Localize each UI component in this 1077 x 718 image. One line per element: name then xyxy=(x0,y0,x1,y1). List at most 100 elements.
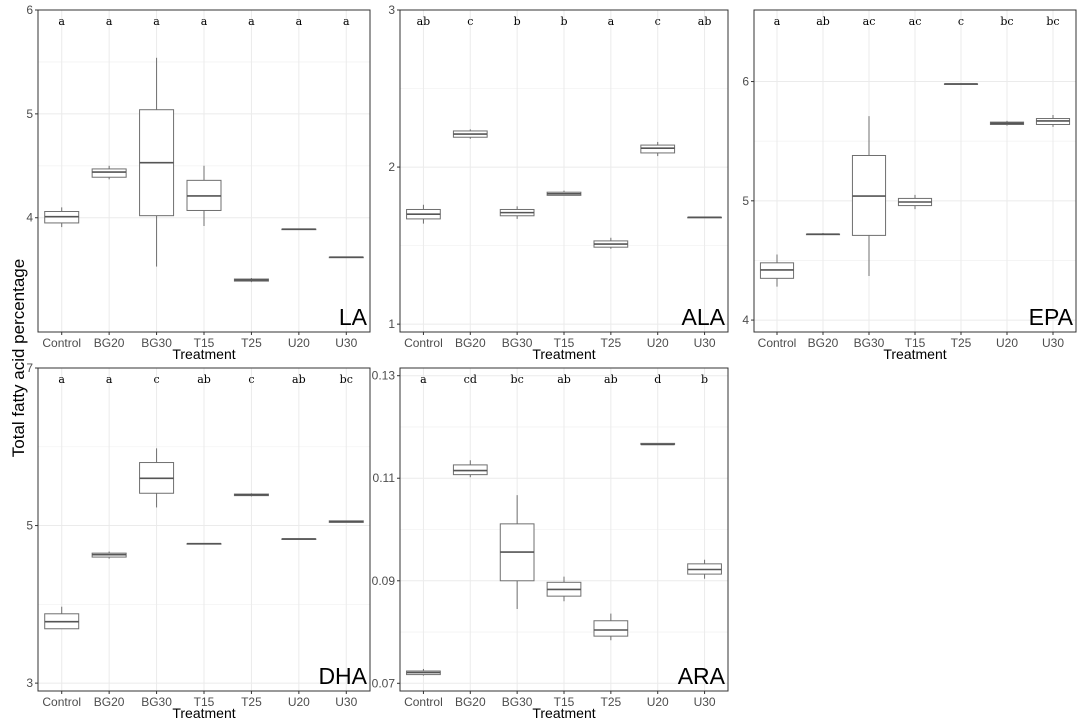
y-tick-label: 2 xyxy=(388,160,395,174)
significance-letter: a xyxy=(343,15,350,28)
panel-ara: a cd bc ab ab d b ARA 0.07 0.09 0.11 0.13 Control BG2… xyxy=(372,367,729,718)
x-axis-title: Treatment xyxy=(172,346,235,362)
boxplot-t15 xyxy=(186,165,222,227)
box-iqr xyxy=(593,620,629,637)
x-tick-label: U20 xyxy=(996,336,1018,350)
y-tick-label: 1 xyxy=(388,317,395,331)
y-tick-label: 4 xyxy=(742,313,749,327)
x-tick-label: T25 xyxy=(951,336,972,350)
boxplot-bg30 xyxy=(139,448,175,508)
panel-label: DHA xyxy=(318,663,367,689)
boxplot-u20 xyxy=(989,120,1025,126)
x-axis-title: Treatment xyxy=(532,346,595,362)
box-iqr xyxy=(91,168,127,178)
x-tick-label: Control xyxy=(42,336,81,350)
significance-letter: a xyxy=(296,15,303,28)
significance-letter: c xyxy=(958,15,964,28)
y-tick-label: 5 xyxy=(742,194,749,208)
x-tick-label: U30 xyxy=(335,336,357,350)
significance-letter: ab xyxy=(604,373,618,386)
significance-letter: a xyxy=(774,15,781,28)
boxplot-control xyxy=(44,606,80,630)
x-tick-label: T25 xyxy=(601,695,622,709)
x-tick-label: BG30 xyxy=(854,336,885,350)
boxplot-bg30 xyxy=(499,495,535,609)
boxplot-u20 xyxy=(640,141,676,157)
boxplot-control xyxy=(406,668,441,676)
boxplot-u30 xyxy=(687,216,722,219)
significance-letter: cd xyxy=(464,373,477,386)
panel-epa: a ab ac ac c bc bc EPA 4 5 6 Control BG20 BG30 T15 T25 U… xyxy=(742,9,1077,362)
boxplot-t15 xyxy=(546,576,582,602)
significance-letter: c xyxy=(467,15,473,28)
significance-letter: ab xyxy=(197,373,211,386)
significance-letter: bc xyxy=(1046,15,1059,28)
y-tick-label: 6 xyxy=(26,3,33,17)
significance-letter: b xyxy=(701,373,708,386)
x-tick-label: U30 xyxy=(335,695,357,709)
y-axis-title: Total fatty acid percentage xyxy=(9,259,28,457)
panel-label: EPA xyxy=(1029,304,1074,330)
x-tick-label: T15 xyxy=(554,695,575,709)
boxplot-bg30 xyxy=(139,57,175,267)
x-tick-label: BG20 xyxy=(455,336,486,350)
significance-letter: a xyxy=(153,15,160,28)
x-tick-label: BG20 xyxy=(455,695,486,709)
x-tick-label: T25 xyxy=(241,336,262,350)
significance-letter: a xyxy=(248,15,255,28)
panel-label: ALA xyxy=(682,304,726,330)
boxplot-t25 xyxy=(593,237,629,249)
x-tick-label: U30 xyxy=(1042,336,1064,350)
panel-label: ARA xyxy=(678,663,726,689)
significance-letter: b xyxy=(514,15,521,28)
significance-letter: ac xyxy=(909,15,922,28)
significance-letter: b xyxy=(560,15,567,28)
x-tick-label: U20 xyxy=(288,336,310,350)
boxplot-u20 xyxy=(640,442,676,446)
boxplot-u30 xyxy=(328,520,364,523)
y-tick-label: 0.11 xyxy=(373,471,396,485)
panel-ala: ab c b b a c ab ALA 1 2 3 Control BG20 BG30 T15 T25 U20 U… xyxy=(388,3,729,362)
y-tick-label: 0.09 xyxy=(372,574,396,588)
boxplot-t25 xyxy=(943,83,979,85)
boxplot-bg30 xyxy=(499,206,535,219)
x-tick-label: U20 xyxy=(647,695,669,709)
significance-letter: a xyxy=(106,15,113,28)
x-tick-label: T15 xyxy=(554,336,575,350)
y-tick-label: 0.13 xyxy=(372,369,396,383)
significance-letter: ab xyxy=(417,15,431,28)
boxplot-bg20 xyxy=(452,129,488,139)
significance-letter: bc xyxy=(340,373,353,386)
x-tick-label: Control xyxy=(404,336,443,350)
panel-label: LA xyxy=(339,304,368,330)
panel-la: a a a a a a a LA 4 5 6 Control BG20 BG30 T15 T25 U20 U30 T… xyxy=(26,3,371,362)
boxplot-u30 xyxy=(687,559,722,579)
significance-letter: bc xyxy=(1000,15,1013,28)
boxplot-t15 xyxy=(186,542,222,545)
panel-dha: a a c ab c ab bc DHA 3 5 7 Control BG20 BG30 T15 T25 U20… xyxy=(26,361,371,718)
boxplot-t15 xyxy=(897,194,933,210)
boxplot-bg30 xyxy=(851,116,887,276)
x-axis-title: Treatment xyxy=(172,705,235,718)
y-tick-label: 3 xyxy=(26,676,33,690)
significance-letter: a xyxy=(608,15,615,28)
x-tick-label: T15 xyxy=(194,695,215,709)
y-tick-label: 4 xyxy=(26,211,33,225)
x-tick-label: BG20 xyxy=(808,336,839,350)
y-tick-label: 5 xyxy=(26,519,33,533)
x-tick-label: Control xyxy=(42,695,81,709)
significance-letter: c xyxy=(655,15,661,28)
x-tick-label: BG20 xyxy=(94,695,125,709)
x-tick-label: BG20 xyxy=(94,336,125,350)
boxplot-t25 xyxy=(233,277,269,283)
significance-letter: c xyxy=(248,373,254,386)
y-tick-label: 7 xyxy=(26,361,33,375)
boxplot-u30 xyxy=(1035,114,1071,127)
significance-letter: ab xyxy=(557,373,571,386)
x-tick-label: BG30 xyxy=(502,336,533,350)
boxplot-u30 xyxy=(328,256,364,259)
significance-letter: a xyxy=(58,15,65,28)
x-axis-title: Treatment xyxy=(532,705,595,718)
y-tick-label: 6 xyxy=(742,75,749,89)
